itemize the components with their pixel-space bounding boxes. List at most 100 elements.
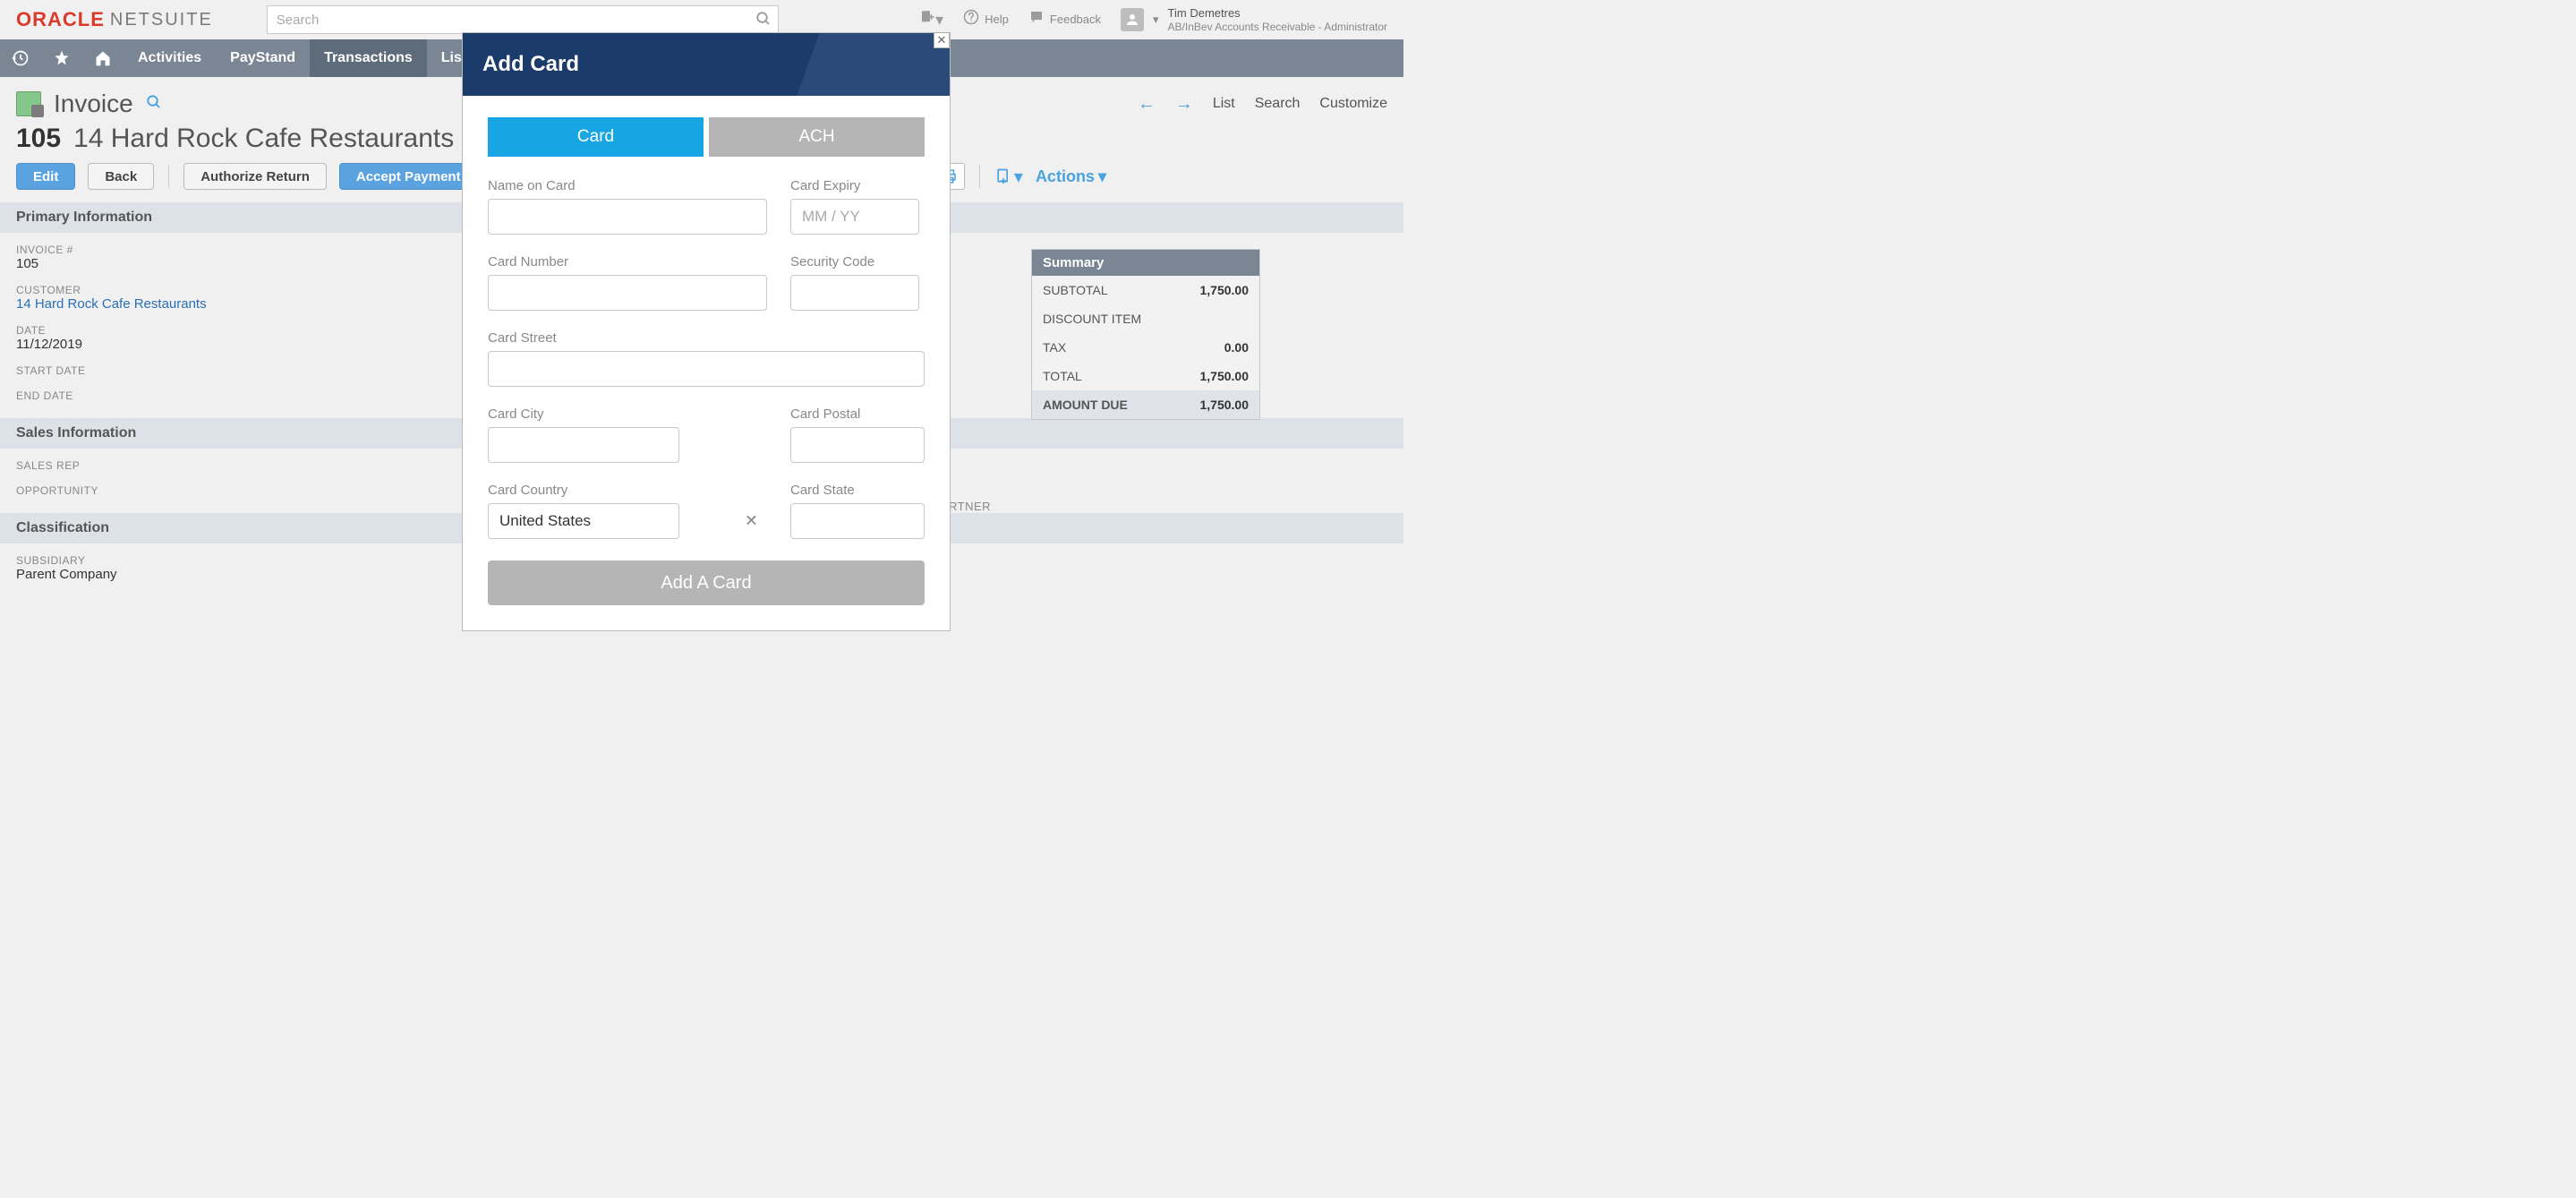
user-role: AB/InBev Accounts Receivable - Administr… [1168,21,1387,33]
nav-icon-group [0,39,124,77]
record-number: 105 [16,124,61,154]
new-record-icon[interactable]: ▾ [994,166,1023,188]
list-link[interactable]: List [1213,96,1235,112]
nav-item-paystand[interactable]: PayStand [216,39,310,77]
modal-body: Card ACH Name on Card Card Expiry Card N… [463,96,950,630]
summary-label: TOTAL [1043,369,1082,383]
customize-link[interactable]: Customize [1319,96,1387,112]
name-on-card-input[interactable] [488,199,767,235]
card-city-input[interactable] [488,427,679,463]
add-card-modal: Add Card Card ACH Name on Card Card Expi… [462,32,951,631]
user-name: Tim Demetres [1168,6,1387,21]
summary-label: SUBTOTAL [1043,283,1108,297]
nav-item-transactions[interactable]: Transactions [310,39,427,77]
subsidiary-value: Parent Company [16,567,446,582]
record-type-label: Invoice [54,90,133,118]
summary-value: 1,750.00 [1200,398,1250,412]
clear-country-icon[interactable]: ✕ [745,512,758,531]
accept-payment-button[interactable]: Accept Payment [339,163,478,190]
card-number-label: Card Number [488,254,767,270]
summary-row-total: TOTAL 1,750.00 [1032,362,1259,390]
record-type-icon [16,91,41,116]
feedback-link[interactable]: Feedback [1028,9,1101,30]
add-card-submit-button[interactable]: Add A Card [488,560,925,605]
shortcuts-star-icon[interactable] [41,39,82,77]
summary-row-tax: TAX 0.00 [1032,333,1259,362]
security-code-label: Security Code [790,254,925,270]
customer-link[interactable]: 14 Hard Rock Cafe Restaurants [16,296,446,312]
recent-records-icon[interactable] [0,39,41,77]
opportunity-label: OPPORTUNITY [16,484,446,497]
card-state-input[interactable] [790,503,925,539]
record-search-icon[interactable] [146,94,162,115]
avatar-icon [1121,8,1144,31]
card-city-label: Card City [488,406,767,422]
next-record-icon[interactable]: → [1175,94,1193,115]
card-number-input[interactable] [488,275,767,311]
security-code-input[interactable] [790,275,919,311]
chevron-down-icon: ▾ [1153,13,1159,27]
authorize-return-button[interactable]: Authorize Return [183,163,327,190]
summary-label: TAX [1043,340,1066,355]
summary-value: 0.00 [1224,340,1249,355]
subsidiary-label: SUBSIDIARY [16,554,446,567]
help-icon [963,9,979,30]
card-country-label: Card Country [488,483,767,498]
card-street-label: Card Street [488,330,925,346]
prev-record-icon[interactable]: ← [1138,94,1156,115]
summary-value: 1,750.00 [1200,369,1250,383]
nav-item-activities[interactable]: Activities [124,39,216,77]
divider [168,165,169,188]
card-country-input[interactable] [488,503,679,539]
summary-label: DISCOUNT ITEM [1043,312,1141,326]
sales-rep-label: SALES REP [16,459,446,472]
summary-header: Summary [1032,250,1259,276]
summary-row-subtotal: SUBTOTAL 1,750.00 [1032,276,1259,304]
page-toolbar-right: ← → List Search Customize [1138,94,1387,115]
summary-row-amount-due: AMOUNT DUE 1,750.00 [1032,390,1259,419]
invoice-num-label: INVOICE # [16,244,446,256]
card-expiry-label: Card Expiry [790,178,925,193]
actions-menu-label: Actions [1036,167,1095,186]
user-menu[interactable]: ▾ Tim Demetres AB/InBev Accounts Receiva… [1121,6,1387,33]
card-postal-input[interactable] [790,427,925,463]
summary-value: 1,750.00 [1200,283,1250,297]
close-icon: ✕ [937,33,947,47]
back-button[interactable]: Back [88,163,154,190]
divider [979,165,980,188]
card-street-input[interactable] [488,351,925,387]
logo-netsuite-text: NETSUITE [110,10,213,30]
customer-label: CUSTOMER [16,284,446,296]
global-search-wrap [267,5,779,34]
end-date-label: END DATE [16,389,446,402]
tab-card[interactable]: Card [488,117,704,157]
payment-type-tabs: Card ACH [488,117,925,157]
feedback-label: Feedback [1050,13,1101,26]
date-label: DATE [16,324,446,337]
actions-menu[interactable]: Actions ▾ [1036,167,1106,186]
summary-panel: Summary SUBTOTAL 1,750.00 DISCOUNT ITEM … [1031,249,1260,420]
card-state-label: Card State [790,483,925,498]
create-new-icon[interactable]: ▾ [919,9,943,30]
card-expiry-input[interactable] [790,199,919,235]
summary-row-discount: DISCOUNT ITEM [1032,304,1259,333]
search-link[interactable]: Search [1255,96,1301,112]
tab-ach[interactable]: ACH [709,117,925,157]
summary-label: AMOUNT DUE [1043,398,1128,412]
home-icon[interactable] [82,39,124,77]
record-name: 14 Hard Rock Cafe Restaurants [73,124,454,154]
chevron-down-icon: ▾ [1098,167,1106,186]
global-search-input[interactable] [267,5,779,34]
start-date-label: START DATE [16,364,446,377]
modal-title: Add Card [463,33,950,96]
help-link[interactable]: Help [963,9,1009,30]
card-form: Name on Card Card Expiry Card Number Sec… [488,178,925,539]
modal-close-button[interactable]: ✕ [934,32,950,48]
logo: ORACLE NETSUITE [16,8,213,31]
partner-label: RTNER [949,500,991,513]
invoice-num-value: 105 [16,256,446,271]
nav-items: Activities PayStand Transactions Lis [124,39,476,77]
search-icon[interactable] [755,11,772,31]
edit-button[interactable]: Edit [16,163,75,190]
header-right: ▾ Help Feedback ▾ Tim Demetres AB/InBev … [919,6,1387,33]
